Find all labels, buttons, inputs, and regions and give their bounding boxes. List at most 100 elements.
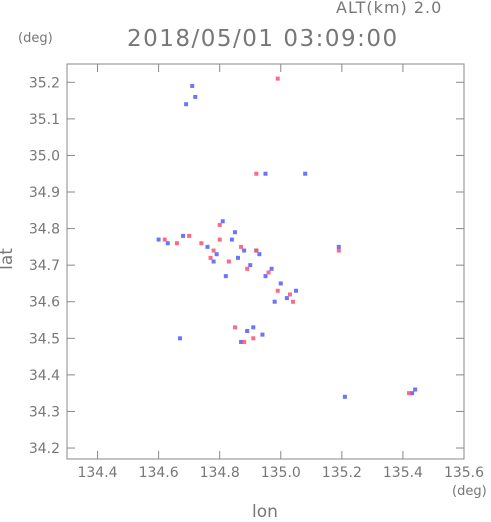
data-point bbox=[239, 244, 244, 249]
data-point bbox=[248, 263, 253, 268]
x-axis-unit: (deg) bbox=[452, 484, 487, 499]
y-tick: 34.7 bbox=[29, 258, 464, 274]
y-axis-unit: (deg) bbox=[18, 31, 53, 46]
data-point bbox=[236, 255, 241, 260]
data-point bbox=[205, 244, 210, 249]
data-point bbox=[254, 248, 259, 253]
y-tick: 34.9 bbox=[29, 185, 464, 201]
data-point bbox=[232, 230, 237, 235]
y-tick: 34.2 bbox=[29, 441, 464, 457]
data-point bbox=[193, 94, 198, 99]
data-point bbox=[220, 219, 225, 224]
y-tick-label: 34.5 bbox=[29, 331, 60, 347]
axis-ticks: 134.4 134.6 134.8 135.0 135.2 135.4 135.6 34.2 3… bbox=[29, 64, 484, 481]
data-point bbox=[413, 387, 418, 392]
data-point bbox=[245, 328, 250, 333]
data-point bbox=[260, 332, 265, 337]
data-point bbox=[410, 391, 415, 396]
data-point bbox=[263, 274, 268, 279]
data-point bbox=[251, 336, 256, 341]
y-tick-label: 34.8 bbox=[29, 222, 60, 238]
x-tick: 135.6 bbox=[444, 64, 484, 481]
altitude-label: ALT(km) 2.0 bbox=[336, 0, 443, 17]
x-tick: 135.0 bbox=[261, 64, 301, 481]
data-point bbox=[257, 252, 262, 257]
data-points bbox=[156, 76, 418, 399]
x-tick-label: 134.8 bbox=[200, 465, 240, 481]
data-point bbox=[187, 233, 192, 238]
x-axis-label: lon bbox=[252, 502, 278, 522]
data-point bbox=[294, 288, 299, 293]
x-tick-label: 135.0 bbox=[261, 465, 301, 481]
y-tick-label: 34.2 bbox=[29, 441, 60, 457]
data-point bbox=[287, 292, 292, 297]
data-point bbox=[208, 255, 213, 260]
data-point bbox=[181, 233, 186, 238]
x-tick-label: 135.4 bbox=[383, 465, 423, 481]
y-tick: 34.6 bbox=[29, 295, 464, 311]
y-tick: 35.1 bbox=[29, 112, 464, 128]
y-tick-label: 34.6 bbox=[29, 295, 60, 311]
data-point bbox=[190, 83, 195, 88]
data-point bbox=[407, 391, 412, 396]
data-point bbox=[263, 171, 268, 176]
x-tick: 135.2 bbox=[322, 64, 362, 481]
data-point bbox=[165, 241, 170, 246]
data-point bbox=[177, 336, 182, 341]
x-tick-label: 134.6 bbox=[139, 465, 179, 481]
data-point bbox=[199, 241, 204, 246]
x-tick-label: 135.6 bbox=[444, 465, 484, 481]
datetime-title: 2018/05/01 03:09:00 bbox=[127, 26, 399, 52]
data-point bbox=[342, 394, 347, 399]
y-tick: 34.4 bbox=[29, 368, 464, 384]
y-tick-label: 34.3 bbox=[29, 404, 60, 420]
y-tick-label: 34.7 bbox=[29, 258, 60, 274]
data-point bbox=[290, 299, 295, 304]
data-point bbox=[229, 237, 234, 242]
data-point bbox=[245, 266, 250, 271]
data-point bbox=[284, 296, 289, 301]
data-point bbox=[162, 237, 167, 242]
data-point bbox=[184, 102, 189, 107]
x-tick: 134.4 bbox=[77, 64, 118, 481]
data-point bbox=[174, 241, 179, 246]
y-tick: 34.8 bbox=[29, 222, 464, 238]
data-point bbox=[223, 274, 228, 279]
data-point bbox=[266, 270, 271, 275]
y-tick: 34.5 bbox=[29, 331, 464, 347]
x-tick: 134.6 bbox=[139, 64, 179, 481]
data-point bbox=[232, 325, 237, 330]
x-tick: 134.8 bbox=[200, 64, 240, 481]
data-point bbox=[336, 244, 341, 249]
y-tick: 34.3 bbox=[29, 404, 464, 420]
data-point bbox=[272, 299, 277, 304]
y-tick: 35.2 bbox=[29, 75, 464, 91]
y-tick-label: 35.0 bbox=[29, 148, 60, 164]
data-point bbox=[239, 339, 244, 344]
y-tick-label: 34.4 bbox=[29, 368, 60, 384]
data-point bbox=[211, 259, 216, 264]
y-tick-label: 35.1 bbox=[29, 112, 60, 128]
data-point bbox=[336, 248, 341, 253]
x-tick: 135.4 bbox=[383, 64, 423, 481]
data-point bbox=[278, 281, 283, 286]
x-tick-label: 135.2 bbox=[322, 465, 362, 481]
x-tick-label: 134.4 bbox=[77, 465, 117, 481]
y-tick-label: 34.9 bbox=[29, 185, 60, 201]
data-point bbox=[242, 248, 247, 253]
y-tick-label: 35.2 bbox=[29, 75, 60, 91]
data-point bbox=[217, 222, 222, 227]
data-point bbox=[269, 266, 274, 271]
y-tick: 35.0 bbox=[29, 148, 464, 164]
plot-frame bbox=[66, 63, 465, 460]
data-point bbox=[156, 237, 161, 242]
data-point bbox=[275, 288, 280, 293]
data-point bbox=[226, 259, 231, 264]
data-point bbox=[217, 237, 222, 242]
data-point bbox=[214, 252, 219, 257]
data-point bbox=[303, 171, 308, 176]
data-point bbox=[242, 339, 247, 344]
data-point bbox=[251, 325, 256, 330]
data-point bbox=[275, 76, 280, 81]
